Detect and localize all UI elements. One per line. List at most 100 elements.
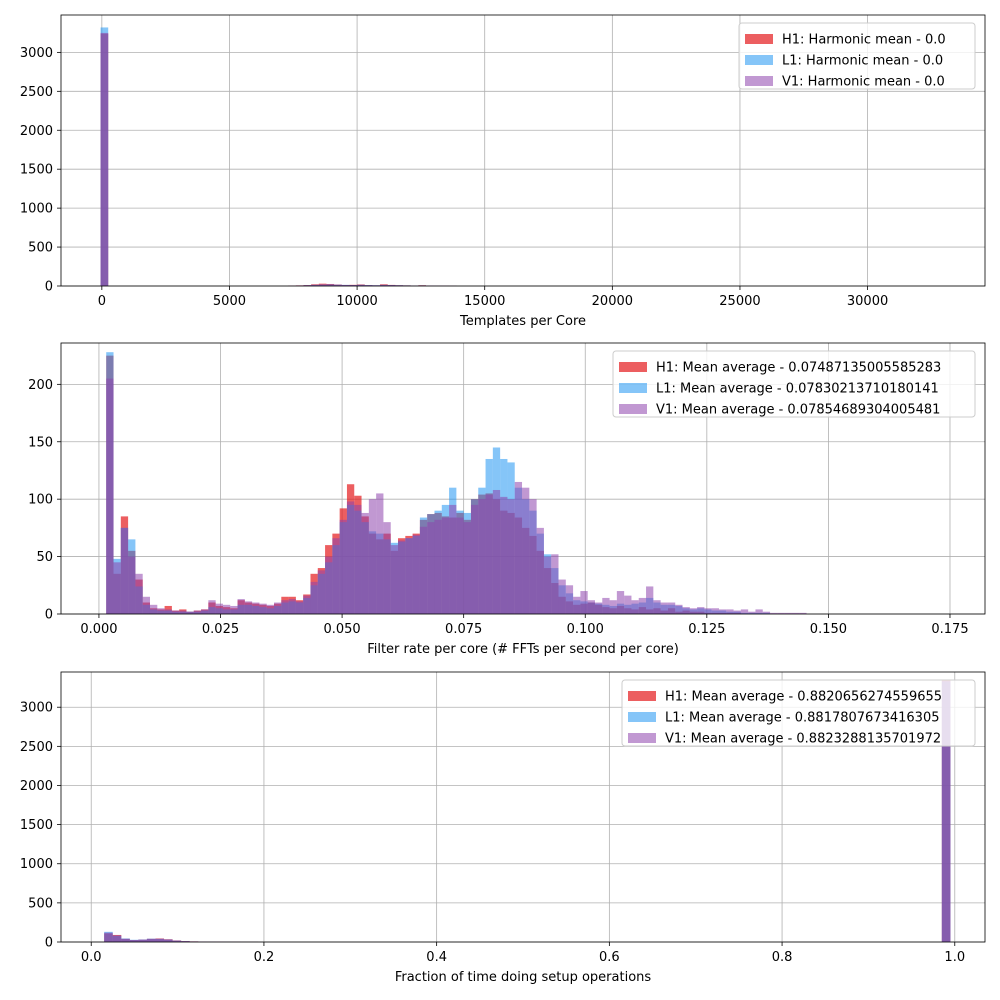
- histogram-bar: [181, 941, 190, 942]
- y-tick-label: 3000: [20, 701, 53, 716]
- histogram-bar: [157, 608, 165, 614]
- histogram-bar: [121, 938, 130, 942]
- histogram-bar: [740, 609, 749, 614]
- histogram-bar: [155, 938, 165, 942]
- histogram-bar: [281, 600, 289, 614]
- histogram-bar: [274, 602, 282, 614]
- histogram-bar: [106, 378, 114, 614]
- y-tick-label: 100: [28, 493, 53, 508]
- x-tick-label: 0.100: [567, 622, 604, 637]
- histogram-bar: [580, 591, 588, 614]
- histogram-bar: [193, 610, 202, 614]
- histogram-bar: [186, 611, 194, 614]
- histogram-bar: [135, 573, 143, 614]
- x-tick-label: 0.075: [445, 622, 482, 637]
- histogram-bar: [733, 610, 741, 614]
- histogram-bar: [310, 581, 318, 614]
- histogram-bar: [529, 499, 537, 614]
- histogram-bar: [522, 487, 530, 614]
- histogram-bar: [149, 604, 158, 614]
- histogram-bar: [558, 579, 566, 614]
- histogram-bar: [762, 611, 771, 614]
- y-tick-label: 1500: [20, 163, 53, 178]
- y-tick-label: 0: [45, 280, 53, 295]
- histogram-bar: [631, 600, 639, 614]
- histogram-bar: [311, 284, 319, 286]
- legend-swatch: [745, 76, 773, 86]
- y-tick-label: 1000: [20, 202, 53, 217]
- axes-frame: [60, 342, 986, 615]
- legend-swatch: [745, 55, 773, 65]
- histogram-bar: [594, 602, 603, 614]
- x-tick-label: 0.150: [810, 622, 847, 637]
- histogram-bar: [172, 940, 182, 942]
- histogram-bar: [755, 609, 763, 614]
- histogram-bar: [941, 681, 951, 942]
- histogram-bar: [748, 611, 756, 614]
- legend-swatch: [619, 383, 647, 393]
- histogram-bar: [646, 586, 654, 614]
- x-axis: 0.0 0.2 0.4 0.6 0.8 1.0 Fraction of time doing…: [81, 942, 965, 985]
- histogram-bar: [784, 612, 792, 614]
- histogram-bar: [104, 932, 113, 942]
- histogram-bar: [682, 607, 690, 614]
- histogram-bar: [412, 534, 420, 614]
- histogram-bar: [624, 595, 632, 614]
- legend-entry: L1: Mean average - 0.07830213710180141: [656, 382, 939, 397]
- histogram-bar: [179, 610, 187, 614]
- histogram-bar: [339, 519, 347, 614]
- histogram-bar: [295, 601, 304, 614]
- filter-rate-histogram: 0.000 0.025 0.050 0.075 0.100 0.125 0.150 0.175…: [28, 342, 986, 657]
- histogram-bar: [349, 284, 358, 286]
- histogram-bar: [543, 556, 552, 614]
- histogram-bar: [390, 545, 399, 614]
- y-tick-label: 3000: [20, 46, 53, 61]
- histogram-bar: [697, 607, 705, 614]
- histogram-bar: [449, 504, 457, 614]
- histogram-bars: [106, 352, 807, 614]
- x-tick-label: 20000: [592, 294, 633, 309]
- histogram-bar: [565, 585, 574, 614]
- histogram-bar: [405, 538, 413, 614]
- x-tick-label: 30000: [847, 294, 888, 309]
- y-tick-label: 0: [45, 936, 53, 951]
- histogram-bar: [799, 612, 807, 614]
- histogram-bar: [726, 609, 734, 614]
- x-axis-label: Templates per Core: [459, 314, 586, 329]
- histogram-bar: [536, 527, 544, 614]
- legend-swatch: [619, 404, 647, 414]
- x-axis-label: Filter rate per core (# FFTs per second …: [367, 642, 679, 657]
- histogram-bar: [573, 596, 581, 614]
- histogram-bar: [387, 285, 396, 286]
- histogram-bar: [222, 604, 231, 614]
- axes-frame: [60, 14, 986, 287]
- histogram-bar: [361, 512, 369, 614]
- legend-swatch: [745, 34, 773, 44]
- histogram-bar: [456, 517, 464, 614]
- y-axis: 0 500 1000 1500 2000 2500 3000: [20, 701, 61, 951]
- x-tick-label: 10000: [336, 294, 377, 309]
- y-axis: 0 50 100 150 200: [28, 378, 61, 623]
- histogram-bar: [368, 499, 377, 614]
- histogram-bar: [341, 284, 350, 286]
- y-tick-label: 50: [36, 550, 53, 565]
- histogram-bar: [113, 562, 121, 614]
- histogram-bar: [427, 522, 435, 614]
- histogram-bar: [609, 600, 617, 614]
- histogram-bar: [346, 501, 355, 614]
- x-tick-label: 0.050: [323, 622, 360, 637]
- x-tick-label: 0.6: [599, 950, 620, 965]
- y-tick-label: 200: [28, 378, 53, 393]
- legend-entry: H1: Mean average - 0.8820656274559655: [665, 690, 942, 705]
- y-axis: 0 500 1000 1500 2000 2500 3000: [20, 46, 61, 295]
- legend-box: [738, 22, 976, 90]
- legend-box: [612, 350, 976, 418]
- histogram-bar: [616, 591, 625, 614]
- legend: H1: Mean average - 0.8820656274559655 L1:…: [621, 679, 976, 747]
- histogram-bar: [441, 517, 450, 614]
- histogram-bar: [120, 527, 129, 614]
- legend-entry: L1: Harmonic mean - 0.0: [782, 54, 943, 69]
- histogram-bar: [470, 504, 479, 614]
- histogram-bar: [266, 604, 275, 614]
- histogram-bar: [711, 608, 719, 614]
